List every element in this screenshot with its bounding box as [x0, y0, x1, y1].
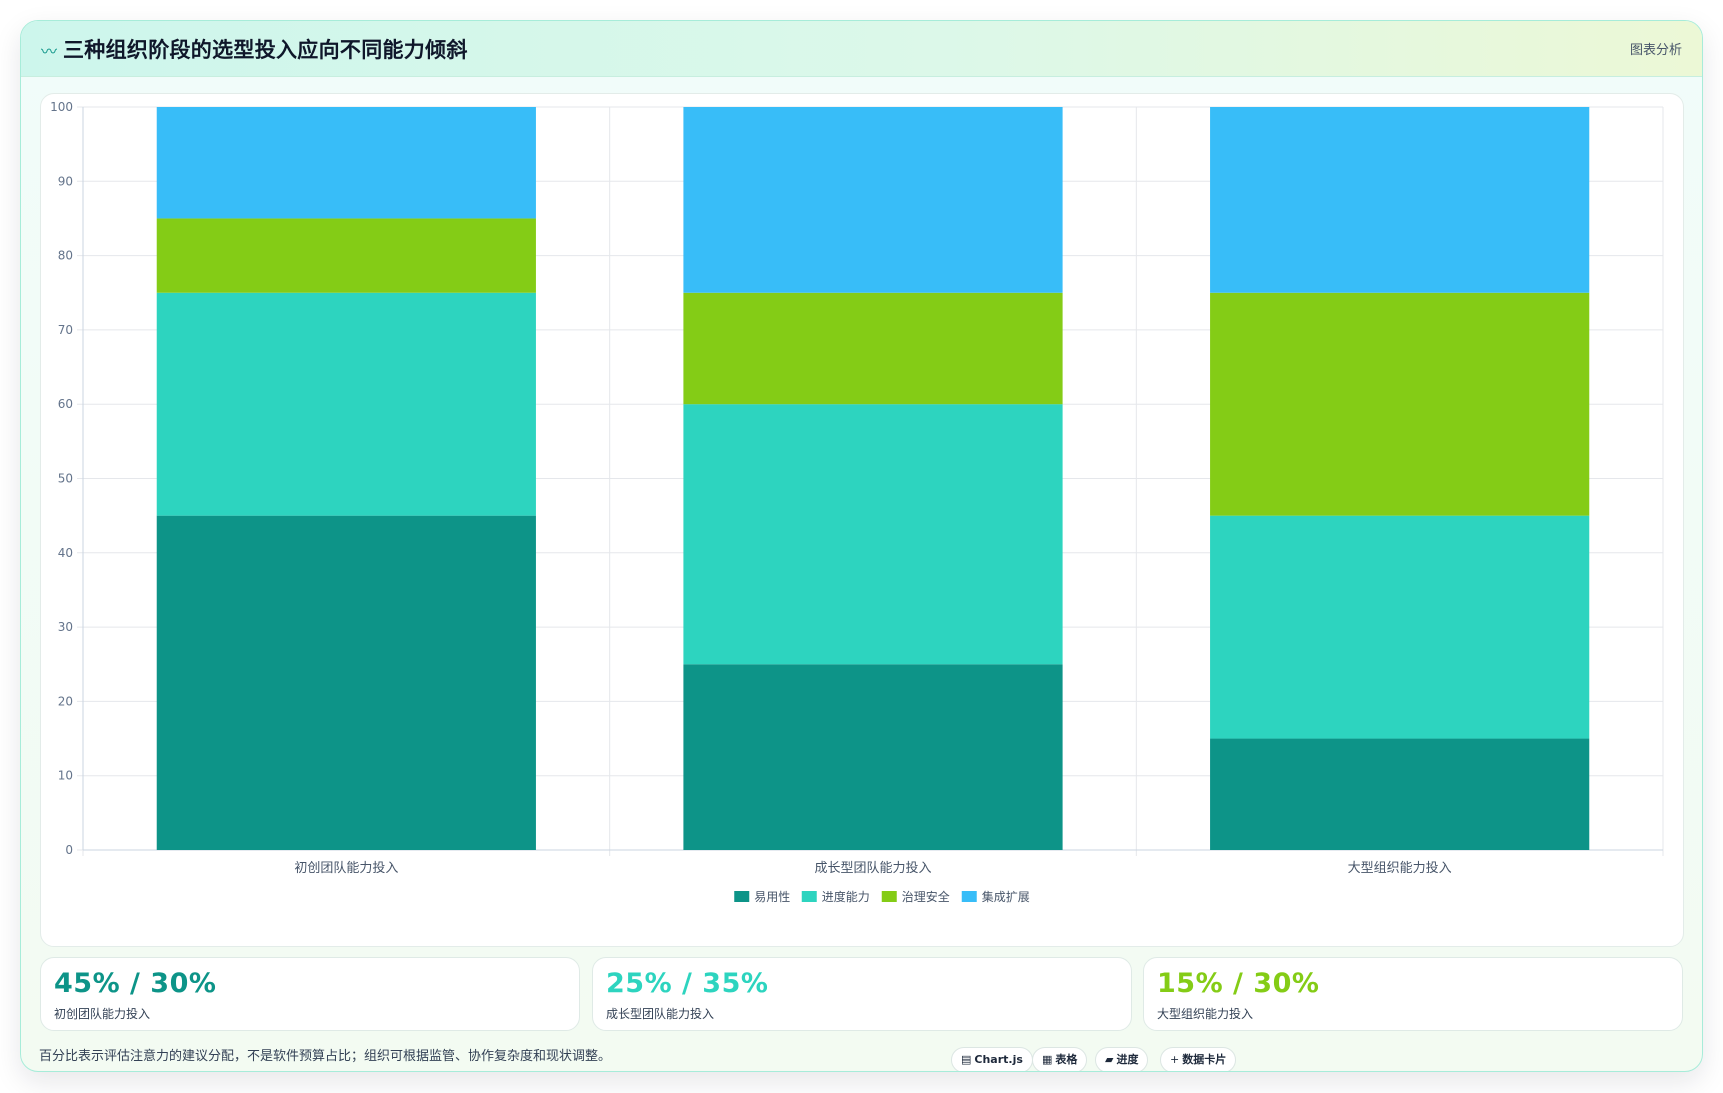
- bar-segment: [1210, 107, 1590, 293]
- chart-container: 0 10 20 30 40 50 60 70 80 90 100 初创团队能力投入 成长型团队能力投入 大…: [40, 93, 1684, 947]
- stat-value: 45% / 30%: [54, 968, 217, 999]
- chip-table[interactable]: ▦ 表格: [1032, 1047, 1088, 1071]
- chip-label: 表格: [1055, 1053, 1078, 1066]
- x-tick-label: 初创团队能力投入: [294, 860, 398, 876]
- chip-chartjs[interactable]: ▤ Chart.js: [951, 1047, 1033, 1071]
- chip-data-card[interactable]: + 数据卡片: [1160, 1047, 1237, 1071]
- y-tick-label: 40: [58, 546, 73, 560]
- chip-progress[interactable]: ▰ 进度: [1095, 1047, 1149, 1071]
- chip-label: Chart.js: [974, 1053, 1023, 1066]
- stat-card-enterprise: 15% / 30% 大型组织能力投入: [1143, 957, 1683, 1031]
- footer-note: 百分比表示评估注意力的建议分配，不是软件预算占比；组织可根据监管、协作复杂度和现…: [39, 1049, 612, 1064]
- stat-label: 初创团队能力投入: [54, 1007, 151, 1021]
- legend-swatch: [881, 891, 897, 902]
- chip-label: 数据卡片: [1182, 1053, 1227, 1066]
- stat-value: 15% / 30%: [1157, 968, 1320, 999]
- chip-label: 进度: [1116, 1053, 1139, 1066]
- legend-swatch: [961, 891, 977, 902]
- table-icon: ▦: [1042, 1053, 1053, 1066]
- legend-swatch: [801, 891, 817, 902]
- y-tick-label: 50: [58, 472, 73, 486]
- legend-label: 易用性: [754, 890, 790, 904]
- bar-segment: [683, 292, 1063, 405]
- stacked-bar-chart: 0 10 20 30 40 50 60 70 80 90 100 初创团队能力投入 成长型团队能力投入 大…: [50, 100, 1664, 904]
- y-tick-label: 20: [58, 694, 73, 708]
- y-tick-label: 90: [58, 174, 73, 188]
- x-tick-label: 成长型团队能力投入: [814, 860, 931, 876]
- y-tick-label: 60: [58, 397, 73, 411]
- y-tick-label: 80: [58, 249, 73, 263]
- plus-icon: +: [1170, 1053, 1180, 1066]
- bar-segment: [1210, 738, 1590, 850]
- progress-icon: ▰: [1105, 1053, 1114, 1066]
- legend-label: 进度能力: [822, 889, 870, 904]
- legend-label: 治理安全: [902, 889, 950, 904]
- legend-swatch: [734, 891, 750, 902]
- y-tick-label: 10: [58, 769, 73, 783]
- legend-label: 集成扩展: [982, 889, 1030, 904]
- y-tick-label: 0: [65, 843, 73, 857]
- stat-label: 成长型团队能力投入: [606, 1007, 715, 1021]
- bar-segment: [156, 218, 536, 293]
- chart-title: 三种组织阶段的选型投入应向不同能力倾斜: [63, 38, 468, 62]
- stat-label: 大型组织能力投入: [1157, 1007, 1254, 1021]
- bar-segment: [683, 664, 1063, 850]
- chart-card: 〰 三种组织阶段的选型投入应向不同能力倾斜 图表分析 0 10 20 30 40 50 60…: [20, 20, 1703, 1072]
- bar-segment: [1210, 292, 1590, 516]
- bar-segment: [1210, 515, 1590, 739]
- bar-segment: [683, 107, 1063, 293]
- bar-segment: [156, 292, 536, 516]
- wave-icon: 〰: [41, 42, 58, 61]
- bar-segment: [683, 404, 1063, 665]
- card-header: 〰 三种组织阶段的选型投入应向不同能力倾斜 图表分析: [21, 21, 1702, 77]
- chart-icon: ▤: [961, 1053, 972, 1066]
- chart-analysis-tag: 图表分析: [1629, 43, 1682, 58]
- bar-segment: [156, 515, 536, 850]
- x-tick-label: 大型组织能力投入: [1348, 860, 1452, 876]
- bar-segment: [156, 107, 536, 219]
- stat-card-startup: 45% / 30% 初创团队能力投入: [40, 957, 580, 1031]
- y-tick-label: 70: [58, 323, 73, 337]
- y-tick-label: 30: [58, 620, 73, 634]
- stat-card-growth: 25% / 35% 成长型团队能力投入: [592, 957, 1132, 1031]
- y-tick-label: 100: [50, 100, 73, 114]
- stat-value: 25% / 35%: [606, 968, 769, 999]
